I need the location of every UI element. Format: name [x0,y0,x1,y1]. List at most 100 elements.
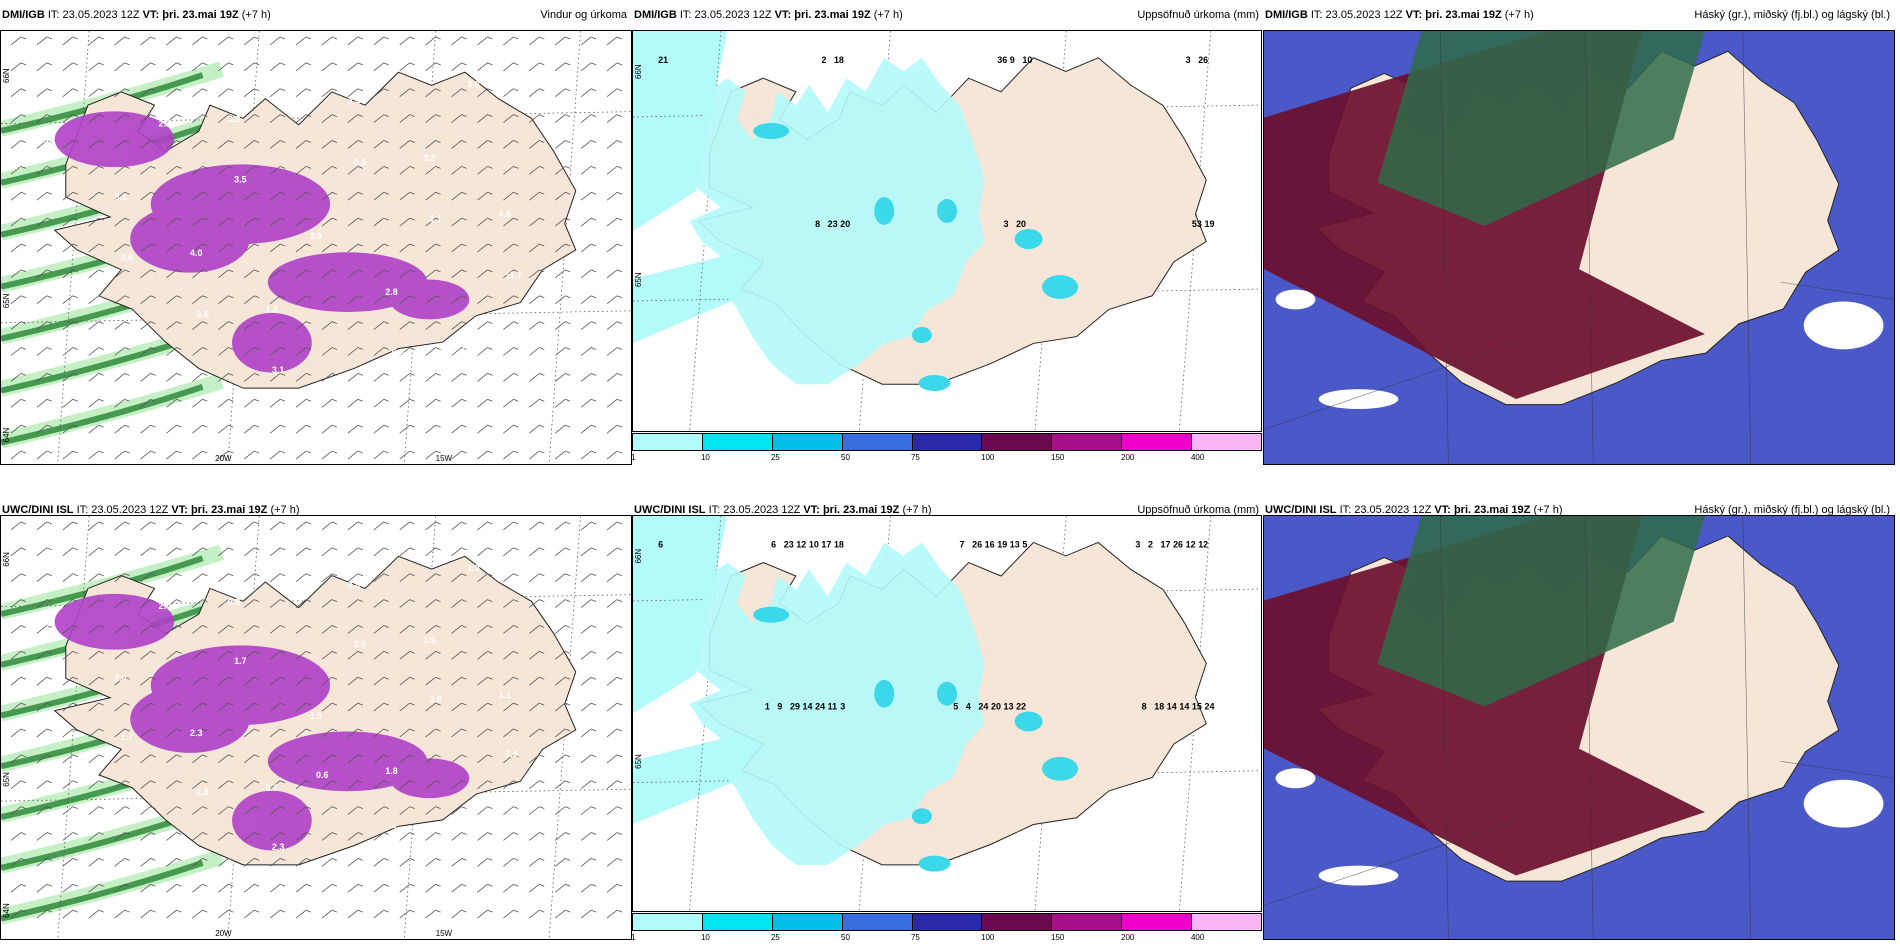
wind-barb [477,217,493,227]
wind-barb [554,321,571,330]
value-label: 23 [828,219,838,229]
wind-barb [295,650,312,660]
wind-barb [62,728,78,738]
wind-barb [114,88,130,98]
wind-barb [218,373,234,382]
wind-barb [399,547,415,557]
colorbar-swatch [982,434,1053,450]
wind-barb [88,599,104,608]
wind-barb [451,858,467,867]
wind-barb [477,269,493,279]
value-label: 2 [1148,540,1153,550]
it-label: IT: [1310,9,1323,21]
wind-barb [295,269,312,279]
wind-barb [295,88,312,98]
wind-barb [166,295,182,305]
precip-cell [911,808,932,825]
wind-barb [425,780,441,790]
value-label: 8 [815,219,820,229]
wind-barb [321,780,338,790]
wind-barb [62,398,78,408]
wind-barb [295,521,312,531]
panel-header: DMI/IGB IT: 23.05.2023 12Z VT: þri. 23.m… [0,0,630,30]
wind-barb [114,780,130,790]
clear-area [1803,779,1884,828]
wind-barb [114,676,130,686]
value-label: 3 [840,702,845,712]
wind-barb [399,321,415,330]
wind-barb [503,424,519,434]
wind-barb [243,754,260,764]
wind-barb [62,754,78,764]
wind-barb [606,909,623,919]
wind-barb [166,166,182,175]
wind-barb [580,114,597,123]
wind-barb [295,728,312,738]
wind-barb [269,347,286,356]
wind-barb [243,88,260,98]
wind-barb [347,521,363,531]
wind-barb [269,88,286,98]
value-label: 2.2 [511,808,523,818]
wind-barb [529,140,545,149]
wind-barb [347,676,363,686]
wind-barb [114,650,130,660]
wind-barb [580,676,597,686]
wind-barb [295,321,312,330]
wind-barb [269,625,286,634]
wind-barb [269,191,286,201]
colorbar-swatch [1122,434,1193,450]
wind-barb [10,36,27,46]
longitude-label: 15W [436,454,453,463]
wind-barb [606,398,623,408]
lead-time: (+7 h) [873,9,903,21]
latitude-label: 65N [2,772,11,787]
colorbar-labels: 1 10 25 50 75 100 150 200 400 [631,933,1262,945]
wind-barb [554,573,571,583]
wind-barb [347,36,363,46]
wind-barb [529,806,545,815]
wind-barb [62,347,78,356]
wind-barb [295,806,312,815]
wind-barb [477,780,493,790]
wind-barb [62,373,78,382]
colorbar-swatch [1052,914,1123,930]
wind-barb [88,62,104,72]
wind-barb [554,191,571,201]
wind-barb [88,832,104,841]
wind-barb [10,780,27,790]
wind-barb [114,424,130,434]
value-label: 10 [809,540,819,550]
value-labels: 0.5 0.7 1.1 0.9 3.2 2.3 1.6 0.8 1.8 2.4 0.8 2.9 1.5 1… [33,559,524,874]
wind-barb [477,521,493,531]
value-label: 14 [1167,702,1177,712]
wind-barb [606,676,623,686]
wind-barb [425,754,441,764]
wind-barb [10,625,27,634]
wind-barb [295,780,312,790]
wind-barb [425,547,441,557]
wind-barb [166,269,182,279]
value-label: 0.8 [152,859,164,869]
wind-barb [347,321,363,330]
wind-barb [554,398,571,408]
wind-barb [114,450,130,460]
wind-barb [606,191,623,201]
wind-barb [218,398,234,408]
clear-area [1318,865,1399,886]
wind-barb [451,599,467,608]
wind-barb [529,702,545,712]
wind-barb [166,36,182,46]
wind-barb [606,625,623,634]
parallel-line [1780,281,1894,300]
value-label: 3.8 [429,694,441,704]
map-area [1263,515,1895,940]
wind-barb [243,573,260,583]
wind-barb [192,398,208,408]
wind-barb [36,140,52,149]
wind-barb [606,858,623,867]
wind-barb [606,217,623,227]
colorbar-label: 50 [841,933,850,942]
value-label: 13 [1004,702,1014,712]
precip-cell [232,312,312,373]
